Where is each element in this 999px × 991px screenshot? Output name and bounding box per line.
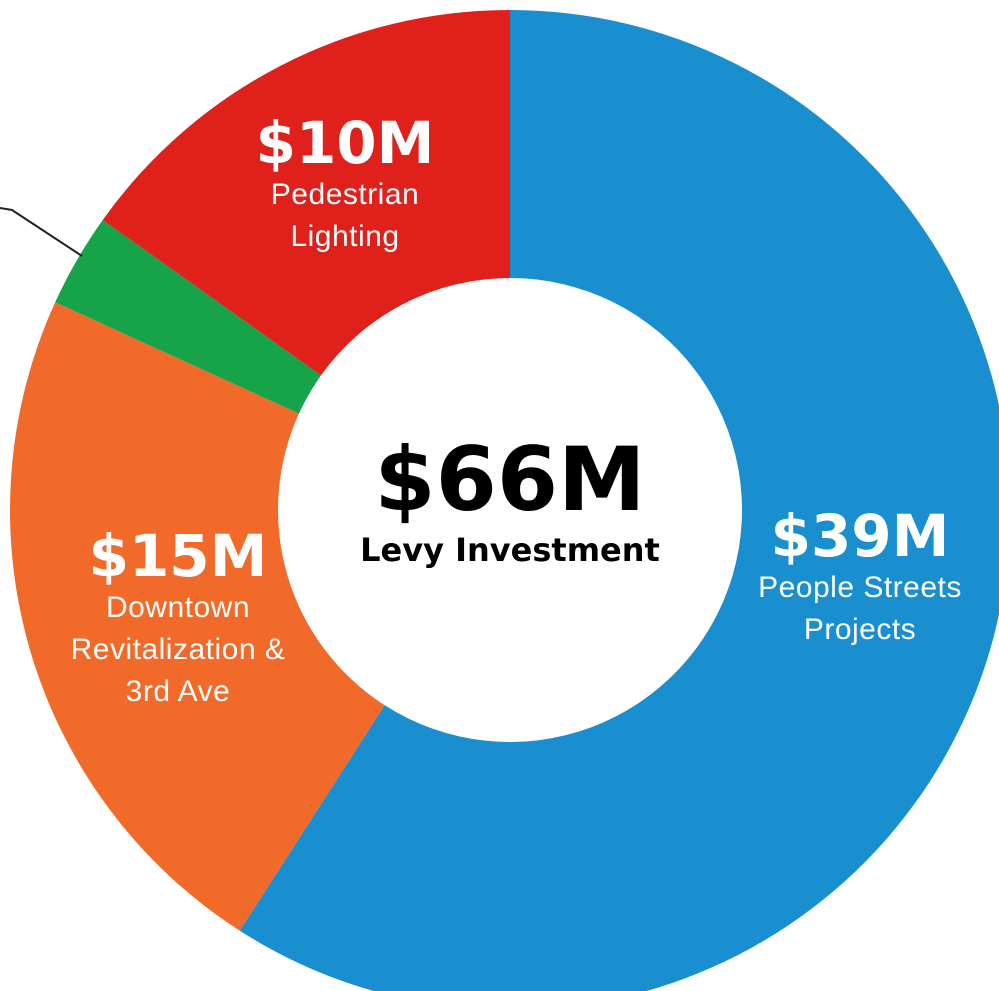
donut-slice: [55, 219, 322, 414]
value-label: $15M: [88, 522, 268, 590]
value-label: $10M: [255, 109, 435, 177]
category-label: Pedestrian Lighting: [270, 178, 420, 253]
center-label: $66M Levy Investment: [360, 430, 660, 570]
slice-label: $15M Downtown Revitalization & 3rd Ave: [56, 525, 301, 713]
category-label: Downtown Revitalization & 3rd Ave: [70, 591, 286, 708]
donut-slice: [9, 302, 385, 931]
slice-label: $10M Pedestrian Lighting: [255, 112, 435, 258]
center-title: $66M: [374, 428, 646, 531]
donut-slice: [239, 10, 999, 991]
center-subtitle: Levy Investment: [360, 531, 660, 569]
slice-label: $39M People Streets Projects: [735, 505, 985, 651]
donut-slice: [102, 10, 510, 376]
leader-line: [0, 207, 83, 257]
category-label: People Streets Projects: [758, 571, 962, 646]
value-label: $39M: [770, 502, 950, 570]
